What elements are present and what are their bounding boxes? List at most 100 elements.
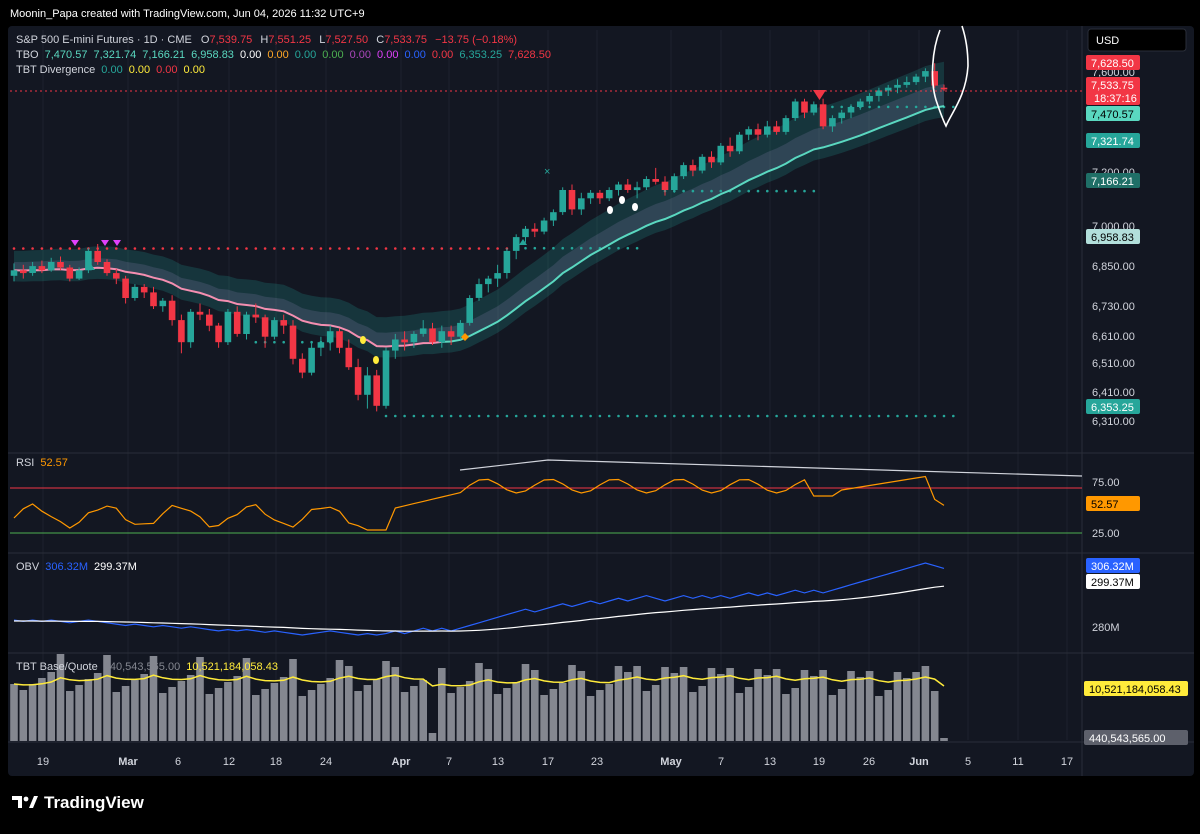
candle[interactable] (326, 325, 334, 351)
candle[interactable] (131, 284, 139, 301)
candle[interactable] (587, 190, 594, 204)
candle[interactable] (354, 358, 362, 401)
candle[interactable] (215, 322, 222, 348)
candle[interactable] (922, 68, 929, 83)
candle[interactable] (940, 84, 948, 92)
candle[interactable] (419, 320, 427, 337)
candle[interactable] (903, 76, 911, 88)
candle[interactable] (243, 311, 250, 340)
candle[interactable] (605, 187, 613, 202)
candle[interactable] (10, 263, 18, 282)
candle[interactable] (801, 98, 808, 119)
candle[interactable] (875, 87, 883, 102)
candle[interactable] (336, 328, 343, 354)
candle[interactable] (224, 309, 232, 345)
candle[interactable] (540, 217, 548, 235)
candle[interactable] (661, 176, 669, 196)
candle[interactable] (252, 303, 260, 323)
candle[interactable] (754, 123, 762, 141)
candle[interactable] (633, 181, 641, 199)
currency-label[interactable]: USD (1096, 35, 1119, 47)
candle[interactable] (47, 257, 55, 272)
candle[interactable] (485, 275, 492, 293)
candle[interactable] (317, 336, 325, 357)
candle[interactable] (113, 268, 120, 285)
candle[interactable] (531, 223, 539, 238)
candle[interactable] (159, 298, 167, 312)
candle[interactable] (745, 126, 752, 141)
candle[interactable] (20, 264, 27, 279)
candle[interactable] (66, 264, 74, 282)
candle[interactable] (550, 209, 557, 226)
candlesticks[interactable] (10, 63, 948, 412)
candle[interactable] (94, 244, 101, 265)
candle[interactable] (382, 347, 390, 409)
candle[interactable] (931, 63, 938, 88)
candle[interactable] (717, 143, 725, 166)
candle[interactable] (652, 167, 659, 185)
candle[interactable] (103, 259, 111, 276)
candle[interactable] (364, 367, 371, 409)
candle[interactable] (708, 151, 715, 168)
candle[interactable] (698, 154, 706, 174)
candle[interactable] (178, 314, 185, 354)
candle[interactable] (912, 73, 920, 85)
time-axis[interactable]: 19 Mar 6 12 18 24 Apr 7 13 17 23 May 7 13 19 26 Jun 5 11 17 (37, 756, 1073, 768)
candle[interactable] (401, 331, 408, 351)
candle[interactable] (884, 84, 892, 96)
currency-box[interactable] (1087, 28, 1187, 52)
candle[interactable] (271, 317, 278, 340)
candle[interactable] (168, 295, 176, 326)
candle[interactable] (308, 342, 315, 376)
candle[interactable] (29, 262, 36, 276)
candle[interactable] (447, 325, 455, 345)
candle[interactable] (299, 353, 306, 379)
candle[interactable] (559, 187, 566, 215)
candle[interactable] (494, 264, 501, 287)
candle[interactable] (457, 320, 464, 340)
candle[interactable] (150, 286, 157, 309)
candle[interactable] (680, 162, 687, 179)
candle[interactable] (857, 98, 864, 110)
candle[interactable] (57, 256, 64, 271)
candle[interactable] (773, 120, 780, 135)
candle[interactable] (373, 369, 380, 412)
candle[interactable] (187, 309, 194, 348)
candle[interactable] (829, 115, 836, 132)
candle[interactable] (866, 93, 873, 105)
candle[interactable] (643, 176, 650, 190)
candle[interactable] (438, 325, 446, 348)
candle[interactable] (624, 179, 632, 193)
candle[interactable] (578, 192, 585, 215)
candle[interactable] (726, 137, 734, 157)
candle[interactable] (429, 322, 436, 345)
candle[interactable] (596, 190, 604, 204)
candle[interactable] (847, 104, 855, 119)
candle[interactable] (503, 248, 511, 279)
candle[interactable] (75, 267, 83, 281)
candle[interactable] (810, 101, 818, 116)
candle[interactable] (671, 173, 678, 193)
candle[interactable] (345, 339, 353, 370)
candle[interactable] (522, 226, 529, 243)
candle[interactable] (764, 120, 771, 138)
candle[interactable] (512, 234, 520, 260)
candle[interactable] (196, 303, 204, 321)
candle[interactable] (392, 333, 399, 359)
candle[interactable] (38, 260, 46, 274)
candle[interactable] (410, 331, 418, 348)
candle[interactable] (280, 314, 287, 334)
candle[interactable] (894, 79, 901, 94)
candle[interactable] (615, 181, 622, 196)
candle[interactable] (736, 131, 743, 155)
candle[interactable] (475, 278, 483, 301)
candle[interactable] (289, 320, 297, 365)
candle[interactable] (819, 98, 827, 130)
candle[interactable] (791, 98, 799, 121)
candle[interactable] (261, 314, 269, 348)
candle[interactable] (568, 184, 576, 215)
candle[interactable] (782, 115, 790, 135)
candle[interactable] (140, 284, 148, 298)
